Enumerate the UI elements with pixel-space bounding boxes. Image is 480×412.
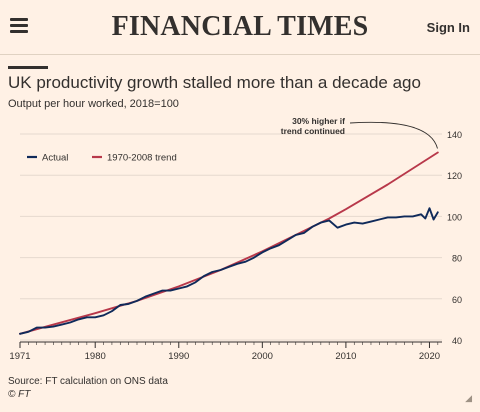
sign-in-link[interactable]: Sign In	[426, 20, 470, 35]
x-tick-label: 1980	[85, 351, 106, 362]
copyright: © FT	[8, 389, 31, 400]
x-tick-label: 1971	[9, 351, 30, 362]
top-bar: FINANCIAL TIMES Sign In	[0, 0, 480, 55]
chart-source: Source: FT calculation on ONS data	[8, 376, 168, 387]
site-logo[interactable]: FINANCIAL TIMES	[111, 11, 369, 42]
trend-series-line	[19, 151, 439, 335]
annotation-connector	[349, 121, 438, 149]
legend-label: Actual	[42, 153, 68, 164]
x-tick-label: 1990	[168, 351, 189, 362]
annotation-text-line2: trend continued	[281, 126, 345, 136]
y-tick-label: 120	[447, 171, 462, 181]
resize-handle-icon[interactable]: ◢	[465, 393, 472, 403]
chart-title: UK productivity growth stalled more than…	[8, 73, 421, 92]
title-rule	[8, 66, 48, 69]
menu-line	[10, 30, 28, 33]
chart-subtitle: Output per hour worked, 2018=100	[8, 98, 179, 110]
legend-label: 1970-2008 trend	[107, 153, 177, 164]
x-tick-label: 2010	[335, 351, 356, 362]
menu-line	[10, 18, 28, 21]
x-tick-label: 2000	[252, 351, 273, 362]
actual-series-line	[19, 207, 439, 335]
y-tick-label: 80	[452, 254, 462, 264]
y-tick-label: 140	[447, 130, 462, 140]
annotation-text-line1: 30% higher if	[292, 116, 345, 126]
x-tick-label: 2020	[419, 351, 440, 362]
hamburger-menu-icon[interactable]	[10, 18, 28, 34]
y-tick-label: 60	[452, 295, 462, 305]
menu-line	[10, 24, 28, 27]
y-tick-label: 100	[447, 212, 462, 222]
y-tick-label: 40	[452, 336, 462, 346]
